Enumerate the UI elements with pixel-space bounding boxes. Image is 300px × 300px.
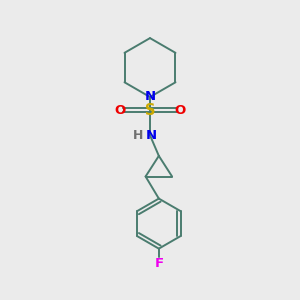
Text: F: F [154,257,164,270]
Text: O: O [174,104,186,117]
Text: H: H [132,129,143,142]
Text: N: N [144,91,156,103]
Text: O: O [114,104,126,117]
Text: N: N [146,129,157,142]
Text: S: S [145,103,155,118]
